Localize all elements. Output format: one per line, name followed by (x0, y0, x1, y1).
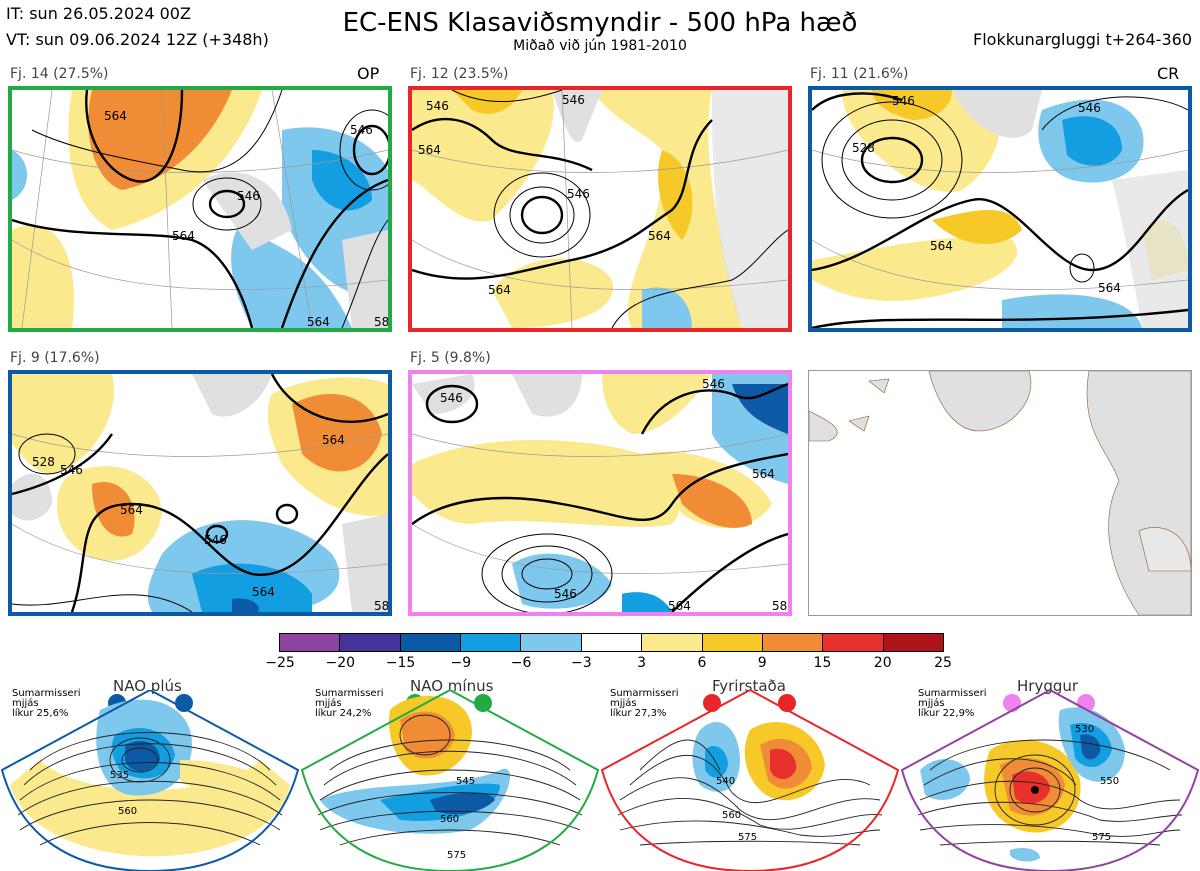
regime-3-contour-label: 540 (716, 776, 735, 787)
cluster-1-contour-label: 564 (104, 109, 127, 123)
empty-basemap (808, 370, 1192, 616)
cluster-1-contour-label: 546 (237, 189, 260, 203)
cluster-2-contour-label: 546 (426, 99, 449, 113)
regime-4-note: Sumarmisseri mjjás líkur 22,9% (918, 688, 987, 719)
regime-4-contour-label: 575 (1092, 832, 1111, 843)
colorbar-segment (823, 634, 884, 651)
cluster-1-contour-label: 582 (374, 315, 388, 328)
regime-3-map: 540 560 575 (600, 690, 900, 871)
colorbar-tick-label: −20 (325, 655, 356, 671)
regime-3-contour-label: 575 (738, 832, 757, 843)
cluster-3-contour-label: 564 (1098, 281, 1121, 295)
colorbar-segment (340, 634, 401, 651)
colorbar-segment (280, 634, 341, 651)
colorbar-tick-label: 6 (697, 655, 707, 671)
regime-4-map: 530 550 575 (900, 690, 1200, 871)
colorbar-tick-label: 25 (934, 655, 952, 671)
cluster-3-contour-label: 528 (852, 141, 875, 155)
cluster-4-contour-label: 564 (252, 585, 275, 599)
cluster-3-map: 546 528 546 564 564 (808, 86, 1192, 332)
cluster-4-map: 528 546 564 546 564 564 582 (8, 370, 392, 616)
cluster-1-tag: OP (357, 64, 380, 83)
regime-2-note: Sumarmisseri mjjás líkur 24,2% (315, 688, 384, 719)
cluster-2-contour-label: 564 (418, 143, 441, 157)
regime-4-contour-label: 550 (1100, 776, 1119, 787)
colorbar-segment (400, 634, 462, 651)
cluster-4-contour-label: 564 (120, 503, 143, 517)
page-subtitle: Miðað við jún 1981-2010 (513, 38, 687, 54)
cluster-2-contour-label: 546 (562, 93, 585, 107)
cluster-3-label: Fj. 11 (21.6%) (810, 66, 909, 82)
valid-time: VT: sun 09.06.2024 12Z (+348h) (6, 30, 269, 49)
colorbar-tick-label: −3 (571, 655, 592, 671)
cluster-2-map: 546 546 564 546 564 564 (408, 86, 792, 332)
regime-1-contour-label: 535 (110, 770, 129, 781)
cluster-5-contour-label: 546 (702, 377, 725, 391)
colorbar-tick-label: 20 (873, 655, 892, 671)
cluster-2-label: Fj. 12 (23.5%) (410, 66, 509, 82)
cluster-3-contour-label: 546 (1078, 101, 1101, 115)
cluster-5-contour-label: 546 (440, 391, 463, 405)
cluster-5-map: 546 546 564 546 564 582 (408, 370, 792, 616)
cluster-1-map: 564 546 546 564 564 582 (8, 86, 392, 332)
cluster-4-contour-label: 528 (32, 455, 55, 469)
regime-4-title: Hryggur (1017, 677, 1079, 695)
regime-1-title: NAO plús (113, 677, 182, 695)
cluster-1-label: Fj. 14 (27.5%) (10, 66, 109, 82)
cluster-2-contour-label: 564 (648, 229, 671, 243)
colorbar-tick-label: 9 (757, 655, 767, 671)
regime-1-note: Sumarmisseri mjjás líkur 25,6% (12, 688, 81, 719)
colorbar-tick-label: −9 (450, 655, 472, 671)
colorbar-tick-label: −25 (265, 655, 295, 671)
regime-3-contour-label: 560 (722, 810, 741, 821)
cluster-5-label: Fj. 5 (9.8%) (410, 350, 491, 366)
colorbar-segment (762, 634, 824, 651)
regime-3-note: Sumarmisseri mjjás líkur 27,3% (610, 688, 679, 719)
cluster-3-contour-label: 564 (930, 239, 953, 253)
init-time: IT: sun 26.05.2024 00Z (6, 4, 191, 23)
colorbar (279, 633, 944, 652)
regime-1-contour-label: 560 (118, 806, 137, 817)
cluster-1-contour-label: 564 (307, 315, 330, 328)
colorbar-tick-label: 3 (637, 655, 647, 671)
cluster-4-contour-label: 546 (60, 463, 83, 477)
colorbar-segment (702, 634, 763, 651)
cluster-5-contour-label: 582 (772, 599, 788, 612)
page-title: EC-ENS Klasaviðsmyndir - 500 hPa hæð (342, 8, 858, 38)
colorbar-segment (521, 634, 582, 651)
regime-2-contour-label: 575 (447, 850, 466, 861)
regime-2-contour-label: 560 (440, 814, 459, 825)
regime-maps: 535 560 545 560 575 (0, 690, 1200, 871)
cluster-4-contour-label: 564 (322, 433, 345, 447)
colorbar-segment (461, 634, 522, 651)
cluster-5-contour-label: 546 (554, 587, 577, 601)
regime-1-dot-icon (175, 694, 193, 712)
colorbar-tick-label: −15 (385, 655, 416, 671)
regime-2-contour-label: 545 (456, 776, 475, 787)
cluster-5-contour-label: 564 (668, 599, 691, 612)
cluster-4-contour-label: 582 (374, 599, 388, 612)
classification-window: Flokkunargluggi t+264-360 (973, 30, 1192, 49)
cluster-3-contour-label: 546 (892, 94, 915, 108)
cluster-2-contour-label: 546 (567, 187, 590, 201)
colorbar-segment (883, 634, 943, 651)
regime-4-contour-label: 530 (1075, 724, 1094, 735)
cluster-1-contour-label: 564 (172, 229, 195, 243)
colorbar-segment (642, 634, 703, 651)
regime-2-dot-icon (474, 694, 492, 712)
regime-1-map: 535 560 (0, 690, 300, 871)
cluster-4-label: Fj. 9 (17.6%) (10, 350, 100, 366)
colorbar-tick-label: −6 (510, 655, 532, 671)
regime-2-title: NAO mínus (410, 677, 494, 695)
colorbar-tick-label: 15 (813, 655, 832, 671)
colorbar-segment (581, 634, 643, 651)
cluster-4-contour-label: 546 (204, 533, 227, 547)
regime-3-title: Fyrirstaða (712, 677, 786, 695)
cluster-5-contour-label: 564 (752, 467, 775, 481)
cluster-1-contour-label: 546 (350, 123, 373, 137)
cluster-3-tag: CR (1157, 64, 1180, 83)
cluster-2-contour-label: 564 (488, 283, 511, 297)
regime-2-map: 545 560 575 (300, 690, 600, 871)
